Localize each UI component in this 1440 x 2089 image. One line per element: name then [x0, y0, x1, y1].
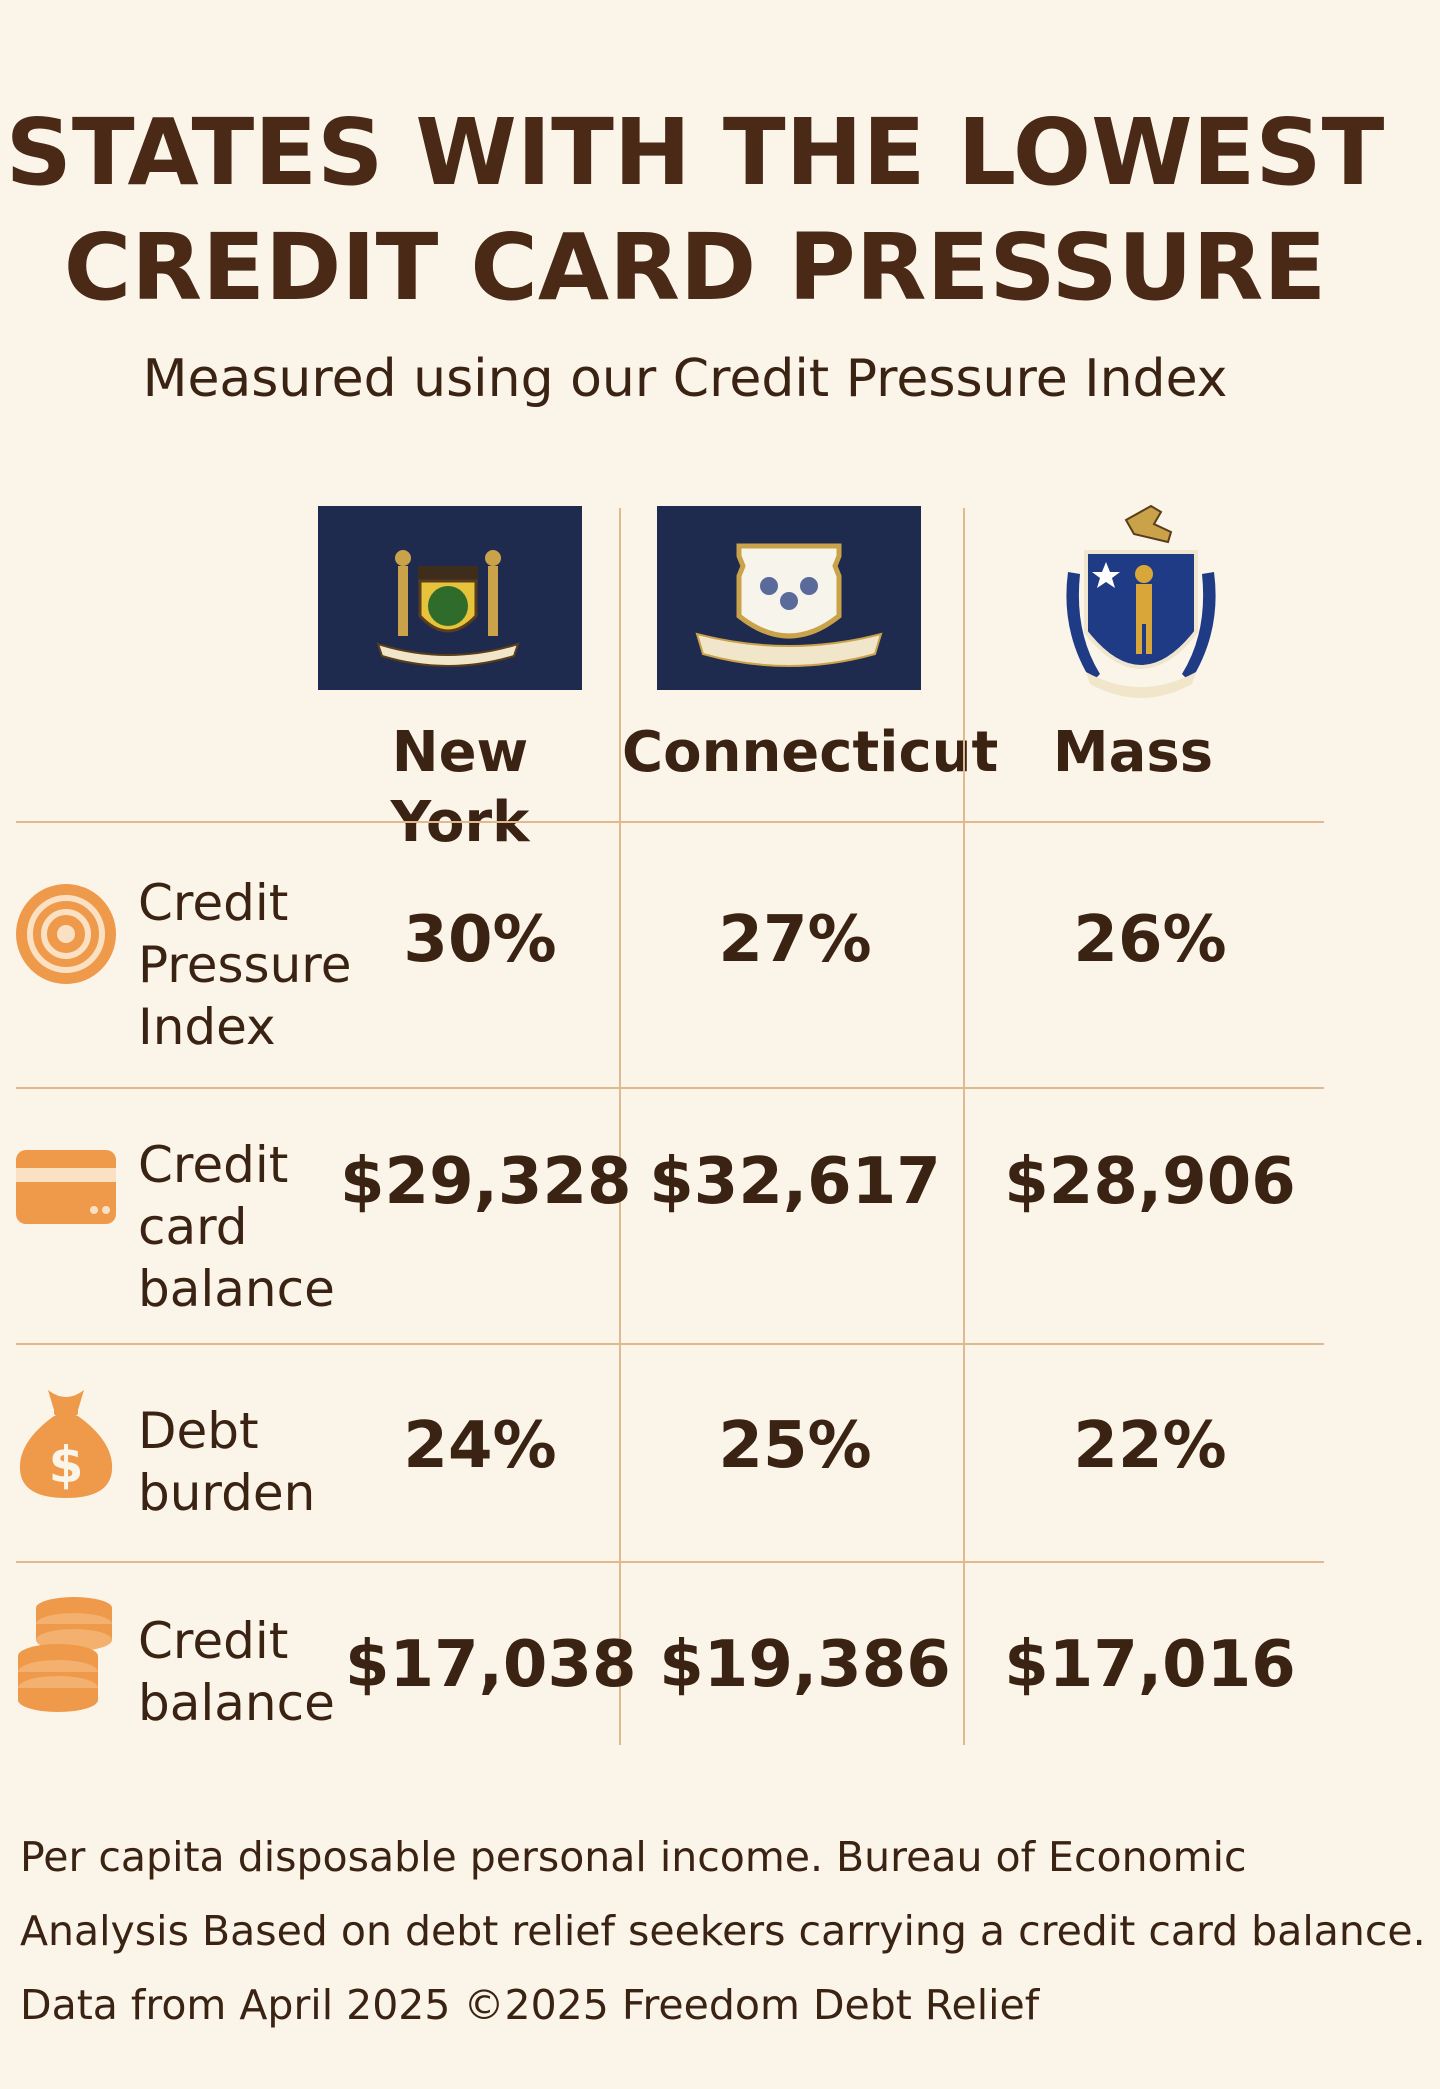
connecticut-flag-icon: [657, 506, 921, 690]
title-line-2: CREDIT CARD PRESSURE: [63, 214, 1327, 321]
cell-ma-credit-pressure-index: 26%: [1073, 903, 1227, 977]
cell-ct-credit-pressure-index: 27%: [718, 903, 872, 977]
money-bag-icon: $: [14, 1382, 118, 1502]
column-divider-1: [619, 508, 621, 1745]
cell-ct-debt-burden: 25%: [718, 1409, 872, 1483]
cell-ma-credit-balance: $17,016: [1004, 1628, 1296, 1702]
page-title: STATES WITH THE LOWEST CREDIT CARD PRESS…: [0, 95, 1390, 325]
row-divider-2: [16, 1343, 1324, 1345]
cell-ny-credit-balance: $17,038: [345, 1628, 637, 1702]
new-york-flag-icon: [318, 506, 582, 690]
footer-line-2: Analysis Based on debt relief seekers ca…: [20, 1907, 1426, 1955]
row-label-credit-card-balance: Credit card balance: [138, 1136, 335, 1318]
coin-stack-icon: [14, 1594, 118, 1714]
footer-line-1: Per capita disposable personal income. B…: [20, 1833, 1247, 1881]
row-divider-3: [16, 1561, 1324, 1563]
cell-ct-credit-balance: $19,386: [659, 1628, 951, 1702]
footer-note: Per capita disposable personal income. B…: [20, 1820, 1426, 2042]
cell-ny-debt-burden: 24%: [403, 1409, 557, 1483]
page-subtitle: Measured using our Credit Pressure Index: [142, 349, 1228, 409]
target-icon: [14, 882, 118, 986]
cell-ma-credit-card-balance: $28,906: [1004, 1145, 1296, 1219]
footer-line-3: Data from April 2025 ©2025 Freedom Debt …: [20, 1981, 1040, 2029]
credit-card-icon: [14, 1136, 118, 1240]
row-divider-1: [16, 1087, 1324, 1089]
row-label-credit-pressure-index: Credit Pressure Index: [138, 874, 352, 1056]
cell-ct-credit-card-balance: $32,617: [649, 1145, 941, 1219]
state-name-mass: Mass: [1052, 720, 1214, 785]
cell-ny-credit-pressure-index: 30%: [403, 903, 557, 977]
column-divider-2: [963, 508, 965, 1745]
massachusetts-seal-icon: [1056, 502, 1226, 712]
cell-ma-debt-burden: 22%: [1073, 1409, 1227, 1483]
title-line-1: STATES WITH THE LOWEST: [5, 99, 1385, 206]
row-label-debt-burden: Debt burden: [138, 1402, 316, 1522]
row-divider-header: [16, 821, 1324, 823]
svg-text:$: $: [49, 1436, 84, 1494]
row-label-credit-balance: Credit balance: [138, 1612, 335, 1732]
cell-ny-credit-card-balance: $29,328: [340, 1145, 632, 1219]
state-name-connecticut: Connecticut: [622, 720, 999, 785]
state-name-new-york: New York: [390, 720, 530, 855]
